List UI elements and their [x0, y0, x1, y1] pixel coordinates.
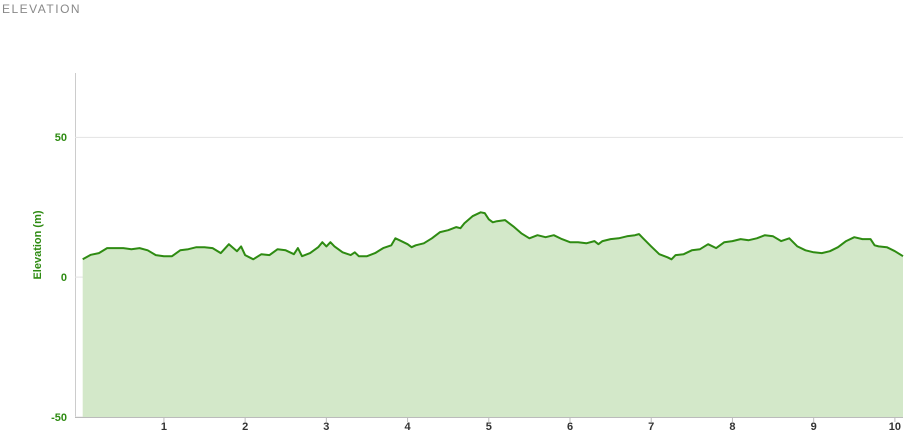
- x-tick-label: 1: [161, 421, 167, 433]
- x-tick-label: 2: [242, 421, 248, 433]
- x-tick-label: 8: [729, 421, 735, 433]
- x-tick-label: 5: [486, 421, 492, 433]
- chart-title: ELEVATION: [2, 2, 81, 16]
- y-tick-label: 0: [61, 272, 67, 284]
- y-tick-label: -50: [51, 412, 67, 424]
- x-tick-label: 7: [648, 421, 654, 433]
- x-tick-label: 4: [405, 421, 412, 433]
- x-tick-label: 3: [323, 421, 329, 433]
- y-axis-title: Elevation (m): [32, 210, 44, 279]
- x-tick-label: 6: [567, 421, 573, 433]
- x-tick-label: 9: [811, 421, 817, 433]
- elevation-line: [82, 211, 904, 261]
- x-tick-label: 10: [889, 421, 901, 433]
- area-fill: [82, 212, 903, 417]
- y-tick-label: 50: [55, 132, 67, 144]
